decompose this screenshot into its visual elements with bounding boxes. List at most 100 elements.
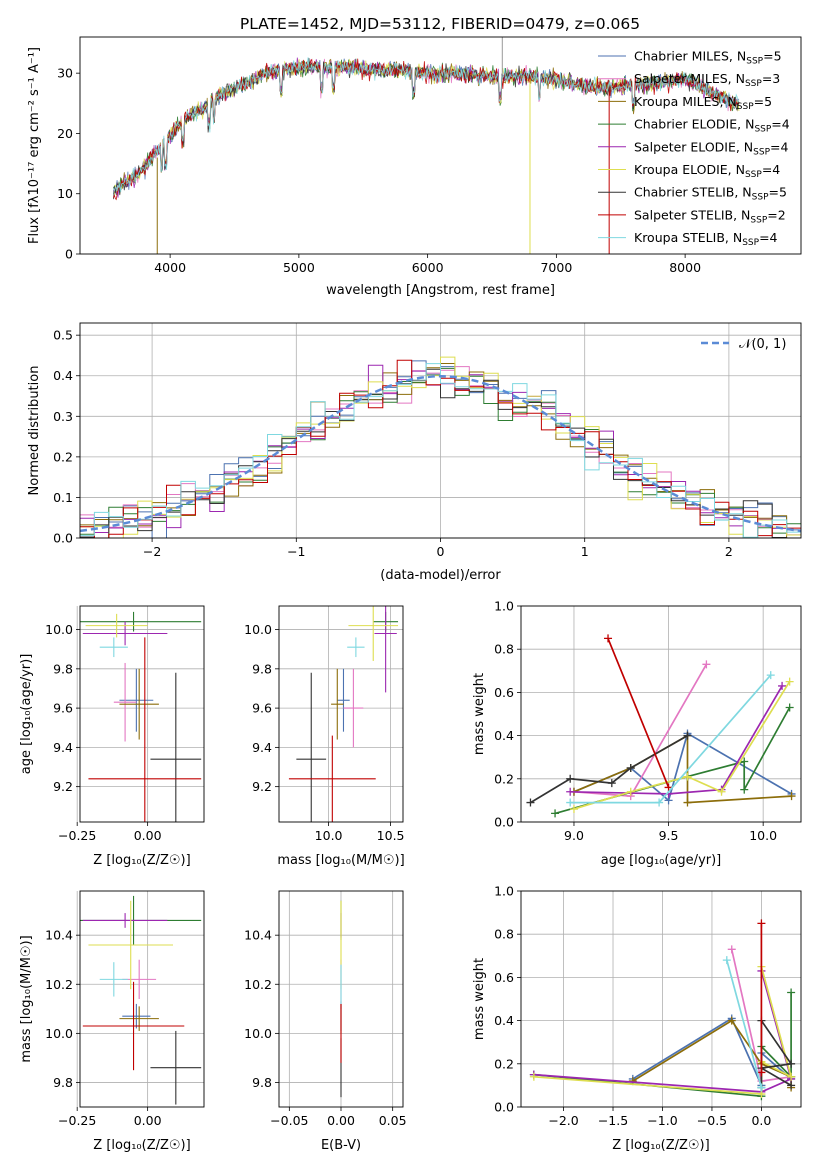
x-axis-label: Z [log₁₀(Z/Z☉)] (612, 1138, 709, 1153)
y-tick-label: 0.1 (53, 490, 73, 505)
legend-sub: SSP (746, 57, 763, 67)
legend-text: =4 (759, 230, 777, 245)
y-tick-label: 0.8 (494, 642, 514, 657)
y-tick-label: 0.2 (494, 1056, 514, 1071)
x-axis-label: age [log₁₀(age/yr)] (601, 853, 722, 868)
x-tick-label: 10.0 (749, 828, 777, 843)
y-tick-label: 0.5 (53, 328, 73, 343)
y-tick-label: 20 (57, 126, 73, 141)
y-axis-label: Flux [fλ10⁻¹⁷ erg cm⁻² s⁻¹ A⁻¹] (27, 47, 42, 244)
y-tick-label: 0.0 (494, 1100, 514, 1115)
y-tick-label: 10.0 (45, 1026, 73, 1041)
weight-marker (526, 798, 535, 807)
axes-frame (520, 890, 802, 1108)
y-tick-label: 9.4 (252, 740, 272, 755)
axes-frame (278, 605, 404, 823)
y-tick-label: 1.0 (494, 884, 514, 899)
legend-text: Kroupa MILES, N (634, 94, 737, 109)
weight-marker (727, 1016, 736, 1025)
axes-frame (278, 890, 404, 1108)
legend-entry: 𝒩(0, 1) (739, 337, 786, 352)
weight-line (570, 674, 772, 804)
weight-marker (778, 681, 787, 690)
x-axis-label: (data-model)/error (380, 568, 501, 583)
x-tick-label: −0.05 (270, 1113, 308, 1128)
plot-area (80, 895, 202, 1105)
legend-text: =5 (754, 94, 772, 109)
y-tick-label: 9.6 (53, 701, 73, 716)
panel-age_vs_mass: 10.0 10.5 9.2 9.4 9.6 9.8 10.0 mass [log₁₀(M/M☉… (244, 605, 405, 868)
x-tick-label: −0.25 (58, 828, 96, 843)
legend-entry: Kroupa ELODIE, NSSP=4 (634, 162, 780, 180)
x-tick-label: 0.0 (751, 1113, 771, 1128)
x-tick-label: 9.5 (659, 828, 679, 843)
axes-frame (79, 605, 205, 823)
x-tick-label: 5000 (283, 260, 315, 275)
y-tick-label: 10.2 (244, 977, 272, 992)
legend-text: =2 (767, 207, 785, 222)
weight-line (725, 959, 763, 1088)
y-tick-label: 0.2 (494, 771, 514, 786)
y-tick-label: 10.4 (244, 928, 272, 943)
legend-entry: Salpeter MILES, NSSP=3 (634, 71, 780, 89)
axes-frame (79, 36, 802, 255)
y-tick-label: 0.2 (53, 449, 73, 464)
legend-text: =4 (762, 162, 780, 177)
weight-marker (787, 792, 796, 801)
x-tick-label: 0 (437, 544, 445, 559)
legend-sub: SSP (745, 79, 762, 89)
plot-area (529, 919, 796, 1101)
weight-marker (569, 805, 578, 814)
y-tick-label: 10.0 (244, 1026, 272, 1041)
x-tick-label: 0.00 (134, 828, 162, 843)
y-tick-label: 0.6 (494, 685, 514, 700)
weight-marker (626, 787, 635, 796)
legend-text: Salpeter STELIB, N (634, 207, 750, 222)
x-tick-label: −2 (143, 544, 161, 559)
legend-entry: Kroupa STELIB, NSSP=4 (634, 230, 778, 248)
weight-marker (766, 671, 775, 680)
x-tick-label: 0.00 (134, 1113, 162, 1128)
y-tick-label: 0.4 (494, 728, 514, 743)
weight-line (570, 685, 783, 795)
y-axis-label: mass weight (472, 958, 487, 1040)
x-tick-label: 1 (581, 544, 589, 559)
weight-line (573, 681, 791, 810)
legend-entry: Chabrier MILES, NSSP=5 (634, 49, 782, 67)
spectrum-line (113, 57, 740, 193)
y-axis-label: mass [log₁₀(M/M☉)] (19, 935, 34, 1062)
legend-text: Salpeter MILES, N (634, 71, 745, 86)
legend-entry: Salpeter ELODIE, NSSP=4 (634, 139, 789, 157)
legend-text: Chabrier STELIB, N (634, 185, 752, 200)
y-tick-label: 0.8 (494, 927, 514, 942)
legend-text: =3 (762, 71, 780, 86)
y-tick-label: 0.4 (494, 1013, 514, 1028)
legend-entry: Chabrier ELODIE, NSSP=4 (634, 117, 790, 135)
x-axis-label: wavelength [Angstrom, rest frame] (326, 283, 555, 298)
weight-marker (683, 731, 692, 740)
plot-area (80, 611, 202, 822)
y-tick-label: 30 (57, 66, 73, 81)
y-tick-label: 9.2 (53, 779, 73, 794)
legend-text: =5 (763, 49, 781, 64)
x-tick-label: 9.0 (564, 828, 584, 843)
x-tick-label: 0.05 (379, 1113, 407, 1128)
weight-marker (740, 785, 749, 794)
axes-frame (79, 322, 802, 539)
weight-marker (757, 919, 766, 928)
y-tick-label: 9.8 (53, 1075, 73, 1090)
x-axis-label: Z [log₁₀(Z/Z☉)] (93, 853, 190, 868)
y-tick-label: 10.2 (45, 977, 73, 992)
weight-line (573, 732, 792, 802)
weight-marker (787, 1081, 796, 1090)
legend-sub: SSP (750, 215, 767, 225)
legend-text: =4 (770, 139, 788, 154)
legend-sub: SSP (745, 170, 762, 180)
legend-entry: Kroupa MILES, NSSP=5 (634, 94, 772, 112)
legend-text: Kroupa STELIB, N (634, 230, 742, 245)
y-tick-label: 9.4 (53, 740, 73, 755)
y-tick-label: 0.0 (53, 531, 73, 546)
x-axis-label: E(B-V) (321, 1138, 361, 1153)
